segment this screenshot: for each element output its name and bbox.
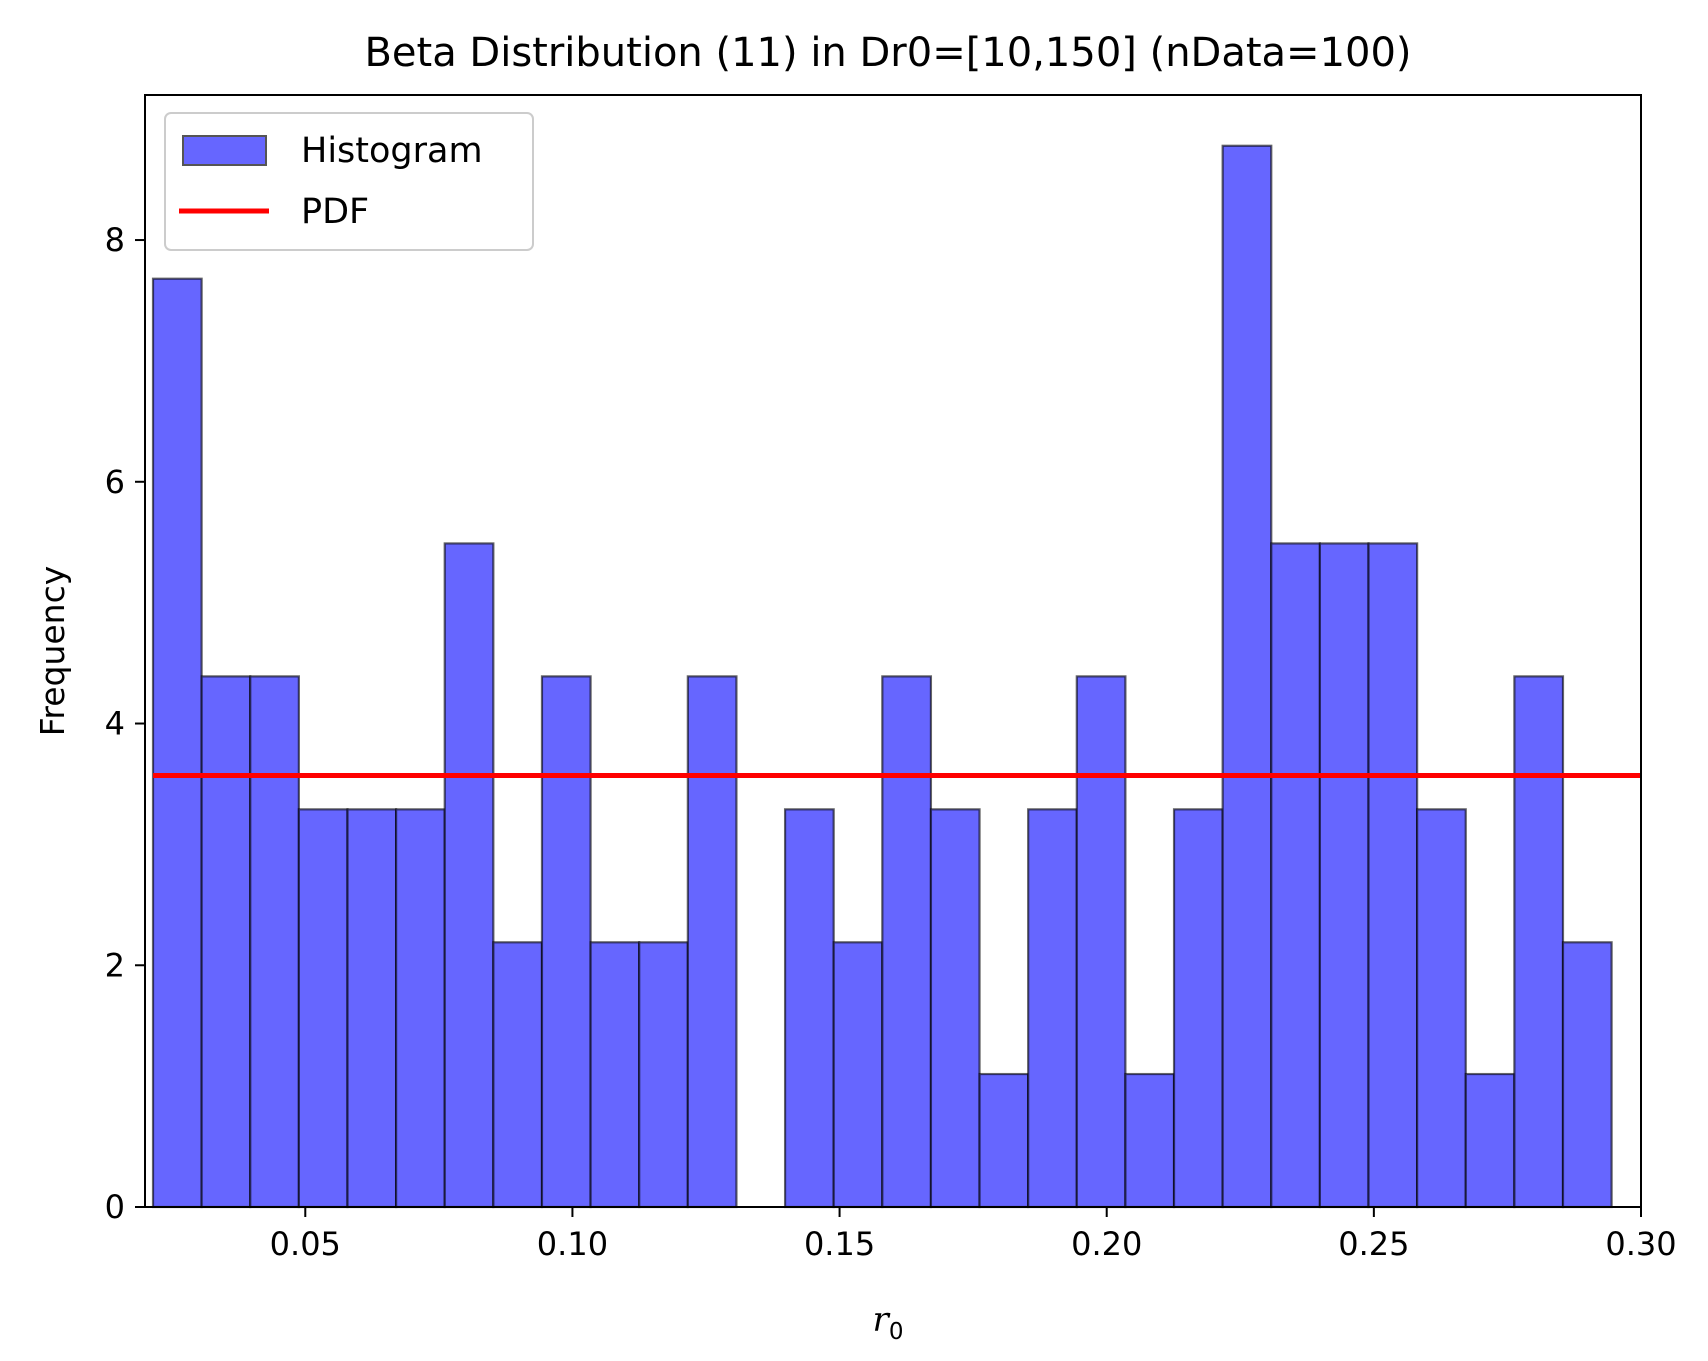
histogram-bar: [1075, 675, 1127, 1209]
histogram-bar: [589, 941, 641, 1209]
histogram-bar: [929, 808, 981, 1209]
histogram-bar: [346, 808, 398, 1209]
histogram-bar: [151, 277, 203, 1209]
histogram-bar: [1172, 808, 1224, 1209]
histogram-bar: [1270, 542, 1321, 1209]
y-axis-label: Frequency: [33, 566, 72, 736]
histogram-bar: [1124, 1072, 1176, 1209]
x-tick-label: 0.15: [804, 1225, 875, 1263]
histogram-bar: [978, 1072, 1030, 1209]
x-axis-label: r0: [873, 1300, 904, 1345]
y-axis-ticks: 0 2 4 6 8: [105, 221, 145, 1226]
histogram-bar: [1367, 542, 1419, 1209]
x-tick-label: 0.30: [1605, 1225, 1676, 1263]
x-axis-label-base: r: [873, 1300, 891, 1340]
x-tick-label: 0.25: [1338, 1225, 1409, 1263]
plot-frame: [144, 94, 1642, 1208]
legend-histogram-swatch: [182, 135, 267, 166]
histogram-bar: [783, 808, 835, 1209]
histogram-bar: [200, 675, 252, 1209]
histogram-bar: [1027, 808, 1078, 1209]
histogram-bar: [540, 675, 592, 1209]
histogram-bar: [297, 808, 349, 1209]
histogram-bar: [638, 941, 689, 1209]
legend-histogram-label: Histogram: [301, 131, 483, 171]
histogram-bar: [443, 542, 495, 1209]
histogram-bar: [1561, 941, 1613, 1209]
histogram-bar: [1464, 1072, 1516, 1209]
histogram-bar: [249, 675, 300, 1209]
chart-title: Beta Distribution (11) in Dr0=[10,150] (…: [364, 30, 1411, 76]
y-tick-label: 8: [105, 221, 125, 259]
histogram-bar: [1221, 144, 1273, 1209]
histogram-bar: [832, 941, 884, 1209]
x-tick-label: 0.05: [270, 1225, 341, 1263]
histogram-bar: [881, 675, 933, 1209]
x-tick-label: 0.10: [537, 1225, 608, 1263]
histogram-bar: [492, 941, 544, 1209]
legend: Histogram PDF: [164, 112, 534, 251]
histogram-bar: [1318, 542, 1370, 1209]
x-axis-label-subscript: 0: [889, 1319, 904, 1345]
histogram-bar: [1513, 675, 1565, 1209]
y-tick-label: 2: [105, 946, 125, 984]
histogram-bars: [151, 144, 1613, 1209]
histogram-bar: [1416, 808, 1467, 1209]
histogram-bar: [686, 675, 738, 1209]
y-tick-label: 4: [105, 705, 125, 743]
y-tick-label: 0: [105, 1188, 125, 1226]
x-axis-ticks: 0.05 0.10 0.15 0.20 0.25 0.30: [270, 1207, 1677, 1263]
legend-pdf-label: PDF: [301, 192, 369, 232]
y-tick-label: 6: [105, 463, 125, 501]
x-tick-label: 0.20: [1071, 1225, 1142, 1263]
histogram-bar: [395, 808, 446, 1209]
